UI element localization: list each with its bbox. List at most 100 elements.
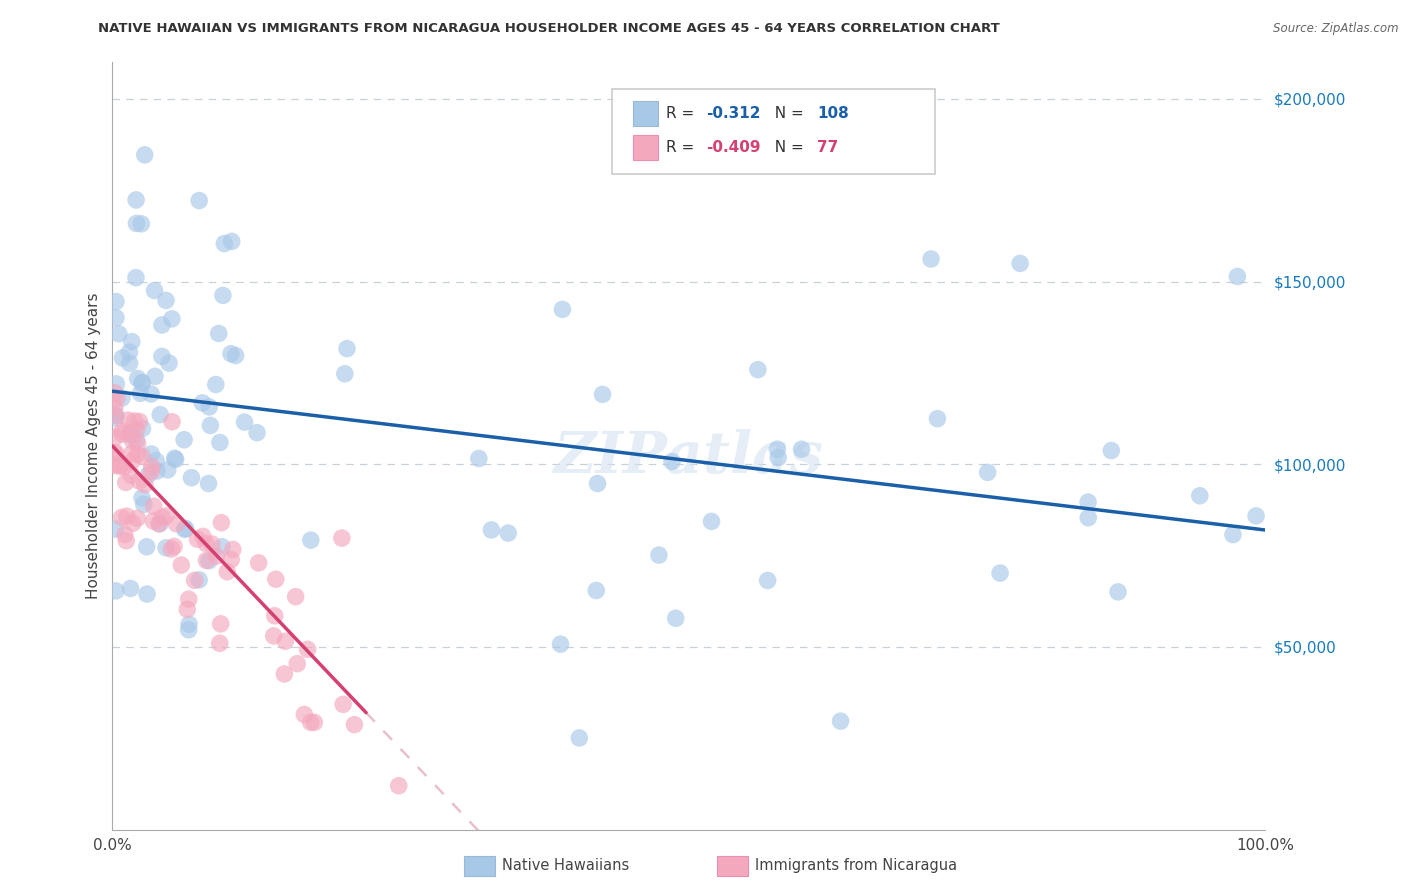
Point xyxy=(330,531,353,545)
Point xyxy=(274,634,297,648)
Point xyxy=(790,442,813,457)
Point xyxy=(1010,256,1032,270)
Point xyxy=(585,583,607,598)
Point xyxy=(208,326,231,341)
Text: Source: ZipAtlas.com: Source: ZipAtlas.com xyxy=(1274,22,1399,36)
Point xyxy=(191,529,214,543)
Point xyxy=(150,350,173,364)
Point xyxy=(135,540,157,554)
Text: N =: N = xyxy=(765,106,808,120)
Point xyxy=(160,311,183,326)
Point xyxy=(1107,585,1129,599)
Point xyxy=(114,475,136,490)
Point xyxy=(118,427,141,442)
Point xyxy=(197,476,219,491)
Point xyxy=(1077,495,1099,509)
Point xyxy=(111,351,134,365)
Point xyxy=(118,345,141,359)
Point xyxy=(127,371,149,385)
Point xyxy=(141,447,163,461)
Point xyxy=(205,549,228,563)
Point xyxy=(176,602,198,616)
Point xyxy=(160,541,183,556)
Point xyxy=(131,449,153,463)
Point xyxy=(208,435,231,450)
Point xyxy=(177,617,200,632)
Point xyxy=(118,356,141,370)
Point xyxy=(285,657,308,671)
Point xyxy=(163,540,186,554)
Point xyxy=(988,566,1011,580)
Point xyxy=(1188,489,1211,503)
Point xyxy=(136,467,159,482)
Point xyxy=(481,523,503,537)
Point xyxy=(1077,510,1099,524)
Point xyxy=(104,310,127,325)
Point xyxy=(127,511,149,525)
Point xyxy=(104,447,127,461)
Point xyxy=(568,731,591,745)
Point xyxy=(1226,269,1249,284)
Point xyxy=(121,446,143,460)
Point xyxy=(125,193,148,207)
Point xyxy=(1244,508,1267,523)
Point xyxy=(108,459,131,474)
Point xyxy=(127,436,149,450)
Point xyxy=(648,548,671,562)
Point xyxy=(157,356,180,370)
Point xyxy=(142,499,165,513)
Point xyxy=(212,288,235,302)
Point xyxy=(120,425,142,440)
Point xyxy=(297,642,319,657)
Point xyxy=(299,533,322,548)
Point xyxy=(149,516,172,531)
Point xyxy=(217,565,239,579)
Point xyxy=(104,385,127,400)
Point xyxy=(195,536,218,550)
Point xyxy=(118,427,141,442)
Point xyxy=(219,552,242,566)
Point xyxy=(131,421,153,435)
Point xyxy=(128,474,150,488)
Point xyxy=(150,510,173,524)
Point xyxy=(388,779,411,793)
Point xyxy=(173,433,195,447)
Point xyxy=(195,553,218,567)
Point xyxy=(211,540,233,554)
Point xyxy=(468,451,491,466)
Point xyxy=(927,411,949,425)
Point xyxy=(976,466,998,480)
Point xyxy=(756,574,779,588)
Text: 108: 108 xyxy=(817,106,849,120)
Point xyxy=(148,516,170,531)
Point xyxy=(104,430,127,444)
Point xyxy=(225,349,247,363)
Point xyxy=(124,414,146,428)
Point xyxy=(134,477,156,491)
Text: R =: R = xyxy=(666,106,700,120)
Point xyxy=(125,216,148,230)
Point xyxy=(132,497,155,511)
Point xyxy=(920,252,942,266)
Point xyxy=(592,387,614,401)
Text: -0.312: -0.312 xyxy=(706,106,761,120)
Point xyxy=(121,434,143,448)
Point xyxy=(550,637,572,651)
Point xyxy=(766,450,789,465)
Point xyxy=(125,433,148,447)
Point xyxy=(304,715,326,730)
Point xyxy=(108,458,131,472)
Point xyxy=(111,427,134,442)
Point xyxy=(143,369,166,384)
Point xyxy=(222,542,245,557)
Point xyxy=(496,526,519,541)
Point xyxy=(105,376,128,391)
Point xyxy=(156,463,179,477)
Point xyxy=(188,573,211,587)
Point xyxy=(219,347,242,361)
Point xyxy=(104,583,127,598)
Point xyxy=(120,582,142,596)
Point xyxy=(105,391,128,405)
Point xyxy=(111,424,134,438)
Point xyxy=(115,533,138,548)
